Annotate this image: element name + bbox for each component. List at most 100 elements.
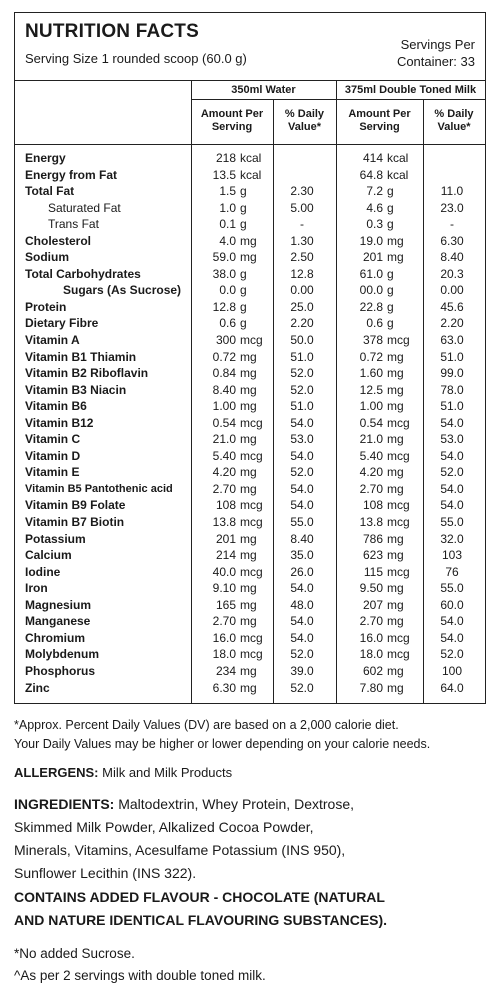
water-unit: mcg (240, 515, 263, 530)
water-amount: 6.30 (212, 680, 236, 695)
serving-size: Serving Size 1 rounded scoop (60.0 g) (25, 51, 247, 66)
note-line: ^As per 2 servings with double toned mil… (14, 968, 266, 983)
nutrient-label: Saturated Fat (48, 200, 121, 215)
milk-amount: 61.0 (359, 266, 383, 281)
footnote-line: Your Daily Values may be higher or lower… (14, 737, 431, 751)
water-daily-value: 54.0 (290, 581, 314, 596)
nutrient-label: Vitamin B6 (25, 399, 87, 414)
water-daily-value: 53.0 (290, 432, 314, 447)
header-text: Amount Per (348, 108, 411, 120)
water-daily-value: 0.00 (290, 283, 314, 298)
nutrient-label: Manganese (25, 614, 91, 629)
milk-daily-value: 53.0 (440, 432, 464, 447)
water-amount: 12.8 (212, 299, 236, 314)
ingredients-line: Minerals, Vitamins, Acesulfame Potassium… (14, 842, 346, 858)
table-row: Vitamin B7 Biotin 13.8 mcg 55.0 13.8 mcg 55.0 (15, 514, 485, 531)
table-row: Vitamin B2 Riboflavin 0.84 mg 52.0 1.60 mg 99.… (15, 365, 485, 382)
divider-label (191, 80, 192, 703)
milk-unit: mg (387, 481, 404, 496)
water-daily-value: 54.0 (290, 614, 314, 629)
table-row: Vitamin B9 Folate 108 mcg 54.0 108 mcg 54.0 (15, 497, 485, 514)
nutrient-label: Vitamin B7 Biotin (25, 515, 125, 530)
milk-amount: 602 (362, 663, 383, 678)
water-unit: g (240, 200, 247, 215)
nutrient-label: Cholesterol (25, 233, 92, 248)
note-line: *No added Sucrose. (14, 946, 135, 961)
milk-amount: 64.8 (359, 167, 383, 182)
divider-group (336, 80, 337, 703)
milk-amount: 0.3 (366, 217, 383, 232)
milk-unit: g (387, 299, 394, 314)
nutrient-label: Sugars (As Sucrose) (63, 283, 182, 298)
servings-per-container: Servings Per Container: 33 (397, 36, 475, 70)
milk-unit: mg (387, 349, 404, 364)
water-daily-value: 2.30 (290, 184, 314, 199)
water-daily-value: 52.0 (290, 382, 314, 397)
milk-unit: mg (387, 399, 404, 414)
milk-amount: 414 (362, 151, 383, 165)
milk-unit: g (387, 184, 394, 199)
milk-daily-value: 54.0 (440, 481, 464, 496)
table-row: Vitamin C 21.0 mg 53.0 21.0 mg 53.0 (15, 431, 485, 448)
group-header-milk: 375ml Double Toned Milk (344, 84, 477, 96)
water-amount: 21.0 (212, 432, 236, 447)
nutrient-label: Trans Fat (48, 217, 99, 232)
water-unit: mcg (240, 448, 263, 463)
milk-daily-value: 11.0 (440, 184, 464, 199)
water-unit: mg (240, 399, 257, 414)
table-row: Magnesium 165 mg 48.0 207 mg 60.0 (15, 597, 485, 614)
water-daily-value: 54.0 (290, 498, 314, 513)
milk-amount: 1.60 (359, 366, 383, 381)
table-row: Vitamin B5 Pantothenic acid 2.70 mg 54.0 2.7… (15, 481, 485, 498)
water-daily-value: 1.30 (290, 233, 314, 248)
milk-unit: mg (387, 432, 404, 447)
nutrient-label: Vitamin A (25, 333, 80, 348)
nutrient-label: Protein (25, 299, 67, 314)
milk-daily-value: 51.0 (440, 399, 464, 414)
water-daily-value: 2.50 (290, 250, 314, 265)
milk-daily-value: 20.3 (440, 266, 464, 281)
water-unit: g (240, 316, 247, 331)
nutrient-label: Chromium (25, 630, 85, 645)
milk-daily-value: 52.0 (440, 647, 464, 662)
header-top-rule (15, 80, 485, 81)
ingredients-line: Sunflower Lecithin (INS 322). (14, 865, 197, 881)
water-amount: 0.72 (212, 349, 236, 364)
milk-unit: mg (387, 250, 404, 265)
water-daily-value: 51.0 (290, 399, 314, 414)
nutrient-label: Vitamin B1 Thiamin (25, 349, 137, 364)
milk-amount: 786 (362, 531, 383, 546)
nutrient-label: Vitamin B3 Niacin (25, 382, 127, 397)
nutrient-label: Phosphorus (25, 663, 96, 678)
nutrient-label: Vitamin B9 Folate (25, 498, 126, 513)
milk-amount: 0.54 (359, 415, 383, 430)
milk-amount: 7.80 (359, 680, 383, 695)
water-amount: 300 (215, 333, 236, 348)
water-amount: 1.5 (219, 184, 236, 199)
water-amount: 8.40 (212, 382, 236, 397)
footnote-line: *Approx. Percent Daily Values (DV) are b… (14, 718, 399, 732)
daily-value-footnote: *Approx. Percent Daily Values (DV) are b… (14, 716, 488, 754)
nutrient-label: Iron (25, 581, 48, 596)
water-daily-value: 54.0 (290, 481, 314, 496)
water-amount: 2.70 (212, 481, 236, 496)
milk-amount: 19.0 (359, 233, 383, 248)
ingredients-label: INGREDIENTS: (14, 796, 115, 812)
water-amount: 40.0 (212, 564, 236, 579)
water-amount: 16.0 (212, 630, 236, 645)
nutrient-rows: Energy 218 kcal 414 kcal Energy from Fat 13.5 k… (15, 150, 485, 696)
water-dv-header: % Daily Value* (273, 108, 336, 134)
ingredients: INGREDIENTS: Maltodextrin, Whey Protein,… (14, 793, 488, 885)
water-unit: mg (240, 233, 257, 248)
water-amount: 13.5 (212, 167, 236, 182)
table-row: Vitamin B6 1.00 mg 51.0 1.00 mg 51.0 (15, 398, 485, 415)
nutrient-label: Magnesium (25, 597, 92, 612)
table-row: Iron 9.10 mg 54.0 9.50 mg 55.0 (15, 580, 485, 597)
table-row: Potassium 201 mg 8.40 786 mg 32.0 (15, 531, 485, 548)
milk-unit: kcal (387, 151, 409, 165)
water-unit: mg (240, 382, 257, 397)
water-daily-value: 2.20 (290, 316, 314, 331)
table-row: Energy from Fat 13.5 kcal 64.8 kcal (15, 167, 485, 184)
water-unit: mg (240, 597, 257, 612)
milk-unit: mcg (387, 498, 410, 513)
